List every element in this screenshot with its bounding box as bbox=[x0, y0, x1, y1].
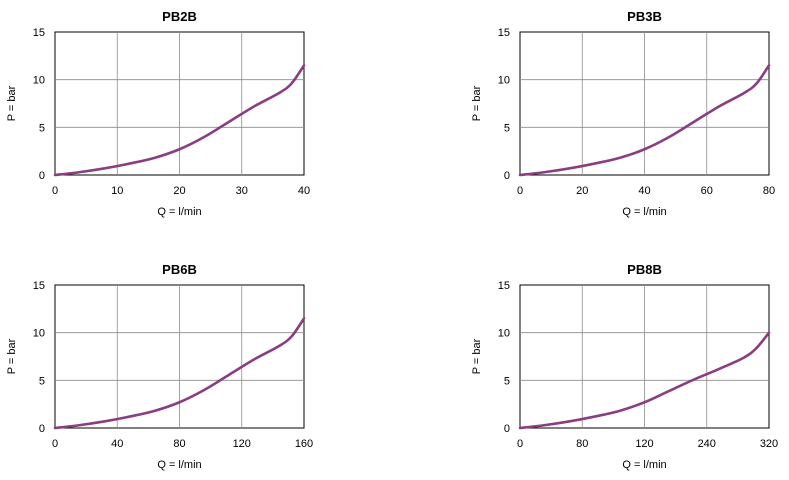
x-tick-label: 0 bbox=[52, 185, 58, 197]
x-tick-label: 30 bbox=[236, 185, 248, 197]
y-tick-label: 0 bbox=[39, 423, 45, 435]
y-axis-label: P = bar bbox=[471, 338, 483, 374]
chart-title: PB2B bbox=[162, 9, 197, 24]
y-tick-label: 10 bbox=[33, 75, 45, 87]
chart-panel-1: PB3B 0 20 40 60 80 0 5 10 15 Q = l/min P = bar bbox=[471, 9, 775, 218]
y-axis-label: P = bar bbox=[471, 85, 483, 121]
x-axis-label: Q = l/min bbox=[622, 206, 666, 218]
y-tick-label: 0 bbox=[504, 423, 510, 435]
series-line-0 bbox=[518, 64, 771, 177]
series-line-0 bbox=[518, 331, 771, 430]
x-tick-label: 160 bbox=[295, 438, 313, 450]
x-tick-label: 10 bbox=[111, 185, 123, 197]
series-line-0 bbox=[53, 64, 306, 177]
y-tick-label: 15 bbox=[33, 280, 45, 292]
x-tick-label: 0 bbox=[52, 438, 58, 450]
y-axis-label: P = bar bbox=[6, 85, 18, 121]
y-tick-label: 15 bbox=[498, 280, 510, 292]
x-axis-label: Q = l/min bbox=[157, 459, 201, 471]
chart-title: PB6B bbox=[162, 262, 197, 277]
x-tick-label: 40 bbox=[298, 185, 310, 197]
x-tick-label: 40 bbox=[111, 438, 123, 450]
chart-title: PB8B bbox=[627, 262, 662, 277]
y-tick-label: 5 bbox=[39, 375, 45, 387]
x-tick-label: 80 bbox=[576, 438, 588, 450]
x-tick-label: 60 bbox=[701, 185, 713, 197]
chart-panel-3: PB8B 0 80 120 240 320 0 5 10 15 Q = l/min P = bar bbox=[471, 262, 778, 471]
chart-panel-2: PB6B 0 40 80 120 160 0 5 10 15 Q = l/min P = bar bbox=[6, 262, 313, 471]
y-tick-label: 5 bbox=[39, 122, 45, 134]
x-axis-label: Q = l/min bbox=[157, 206, 201, 218]
x-tick-label: 0 bbox=[517, 438, 523, 450]
x-tick-label: 0 bbox=[517, 185, 523, 197]
x-tick-label: 20 bbox=[173, 185, 185, 197]
y-tick-label: 10 bbox=[498, 75, 510, 87]
x-tick-label: 320 bbox=[760, 438, 778, 450]
x-tick-label: 80 bbox=[173, 438, 185, 450]
y-tick-label: 15 bbox=[498, 27, 510, 39]
y-tick-label: 0 bbox=[504, 170, 510, 182]
y-tick-label: 5 bbox=[504, 122, 510, 134]
x-tick-label: 20 bbox=[576, 185, 588, 197]
y-tick-label: 5 bbox=[504, 375, 510, 387]
y-tick-label: 10 bbox=[498, 328, 510, 340]
x-tick-label: 40 bbox=[638, 185, 650, 197]
y-tick-label: 10 bbox=[33, 328, 45, 340]
y-tick-label: 15 bbox=[33, 27, 45, 39]
y-axis-label: P = bar bbox=[6, 338, 18, 374]
chart-title: PB3B bbox=[627, 9, 662, 24]
y-tick-label: 0 bbox=[39, 170, 45, 182]
x-tick-label: 240 bbox=[698, 438, 716, 450]
x-axis-label: Q = l/min bbox=[622, 459, 666, 471]
x-tick-label: 120 bbox=[233, 438, 251, 450]
x-tick-label: 80 bbox=[763, 185, 775, 197]
series-line-0 bbox=[53, 317, 306, 430]
chart-panel-0: PB2B 0 10 20 30 40 0 5 10 15 Q = l/min P = bar bbox=[6, 9, 310, 218]
x-tick-label: 120 bbox=[635, 438, 653, 450]
